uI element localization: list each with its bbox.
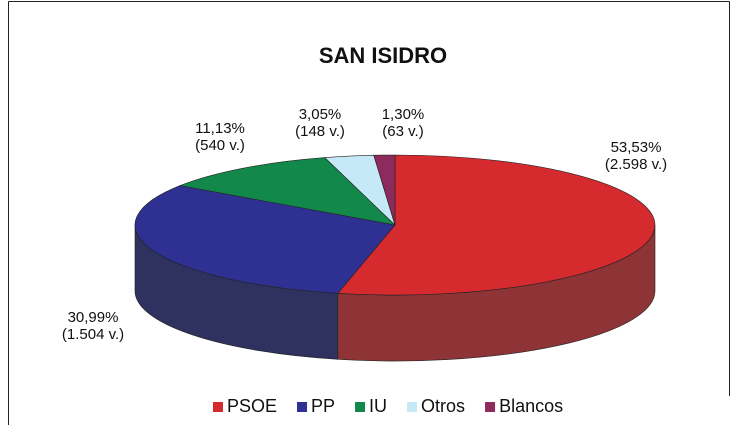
vote-label: (1.504 v.) xyxy=(62,326,124,343)
slice xyxy=(373,154,396,226)
legend-label: Blancos xyxy=(499,396,563,416)
slice xyxy=(134,185,396,294)
data-label: 11,13% xyxy=(195,120,245,137)
legend-swatch xyxy=(485,402,496,412)
legend-label: PSOE xyxy=(227,396,277,416)
data-label: 30,99% xyxy=(68,309,119,326)
legend-swatch xyxy=(407,402,418,412)
data-label: 1,30% xyxy=(382,106,425,123)
data-label: 3,05% xyxy=(299,106,342,123)
vote-label: (148 v.) xyxy=(295,123,345,140)
slice xyxy=(337,154,656,296)
vote-label: (2.598 v.) xyxy=(605,156,667,173)
chart-title: SAN ISIDRO xyxy=(319,43,447,68)
legend-label: PP xyxy=(311,396,335,416)
legend-label: Otros xyxy=(421,396,465,416)
legend-label: IU xyxy=(369,396,387,416)
legend-swatch xyxy=(355,402,366,412)
legend-swatch xyxy=(297,402,308,412)
legend-swatch xyxy=(213,402,223,412)
data-label: 53,53% xyxy=(611,139,662,156)
vote-label: (63 v.) xyxy=(382,123,423,140)
vote-label: (540 v.) xyxy=(195,137,245,154)
slice xyxy=(179,157,396,226)
